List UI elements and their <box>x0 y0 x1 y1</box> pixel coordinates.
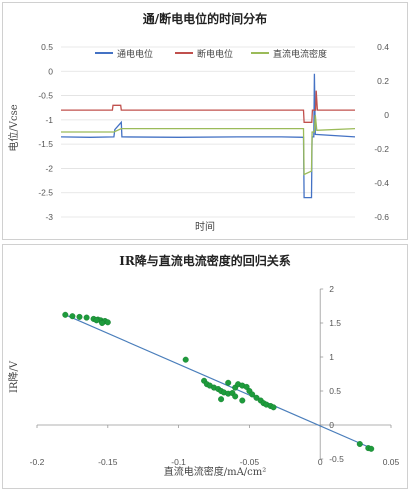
legend-label: 通电电位 <box>117 48 153 60</box>
potential-time-chart: 通/断电电位的时间分布 0.5 0 -0.5 -1 -1.5 -2 -2.5 -3 0.4 0.… <box>7 11 389 233</box>
series-line-1 <box>61 90 355 123</box>
y-tick-label: -0.5 <box>329 454 344 464</box>
y-tick-label: 0.5 <box>329 386 341 396</box>
y-tick-label: 2 <box>329 284 334 294</box>
y-tick-label: 1 <box>329 352 334 362</box>
y-tick-label: -1 <box>45 115 53 125</box>
x-axis-label: 时间 <box>195 220 215 233</box>
scatter-point <box>243 383 250 390</box>
y-tick-label: 1.5 <box>329 318 341 328</box>
series-line-0 <box>60 73 356 199</box>
x-tick-label: -0.05 <box>240 457 260 467</box>
scatter-point <box>76 313 83 320</box>
legend-label: 断电电位 <box>197 48 233 60</box>
y-tick-label: -0.5 <box>38 91 53 101</box>
y2-tick-label: 0 <box>384 110 389 120</box>
x-axis-label: 直流电流密度/mA/cm² <box>164 465 267 478</box>
scatter-point <box>93 317 100 324</box>
scatter-point <box>83 314 90 321</box>
y-tick-label: 0 <box>48 66 53 76</box>
y-axis-label: IR降/V <box>7 360 20 393</box>
y-tick-label: 0.5 <box>41 42 53 52</box>
scatter-point <box>225 379 232 386</box>
x-tick-label: 0.05 <box>383 457 400 467</box>
scatter-point <box>232 393 239 400</box>
x-tick-label: 0 <box>318 457 323 467</box>
y-tick-label: -3 <box>45 212 53 222</box>
regression-chart-panel: IR降与直流电流密度的回归关系 2 1.5 1 0.5 0 -0.5 -0.2 -0.15 -… <box>2 244 408 489</box>
series-line-2 <box>61 114 356 176</box>
scatter-point <box>104 319 111 326</box>
scatter-point <box>249 391 256 398</box>
scatter-point <box>69 313 76 320</box>
scatter-point <box>239 397 246 404</box>
scatter-point <box>182 356 189 363</box>
x-tick-label: -0.1 <box>171 457 186 467</box>
y-tick-label: -1.5 <box>38 139 53 149</box>
x-tick-label: -0.2 <box>30 457 45 467</box>
y2-tick-label: 0.4 <box>377 42 389 52</box>
y2-tick-label: -0.6 <box>374 212 389 222</box>
scatter-point <box>368 445 375 452</box>
y2-tick-label: -0.2 <box>374 144 389 154</box>
scatter-point <box>356 440 363 447</box>
scatter-point <box>253 394 260 401</box>
scatter-point <box>99 319 106 326</box>
y-tick-label: 0 <box>329 420 334 430</box>
x-tick-label: -0.15 <box>98 457 118 467</box>
y-tick-label: -2.5 <box>38 188 53 198</box>
scatter-point <box>62 311 69 318</box>
potential-time-chart-panel: 通/断电电位的时间分布 0.5 0 -0.5 -1 -1.5 -2 -2.5 -3 0.4 0.… <box>2 2 408 240</box>
y2-tick-label: 0.2 <box>377 76 389 86</box>
scatter-point <box>270 404 277 411</box>
legend-label: 直流电流密度 <box>273 48 327 60</box>
ir-drop-regression-chart: IR降与直流电流密度的回归关系 2 1.5 1 0.5 0 -0.5 -0.2 -0.15 -… <box>7 253 400 478</box>
regression-line <box>65 314 372 449</box>
scatter-point <box>218 396 225 403</box>
chart-title: IR降与直流电流密度的回归关系 <box>119 253 291 268</box>
y-axis-label: 电位/Vcse <box>7 104 20 151</box>
y2-tick-label: -0.4 <box>374 178 389 188</box>
y-tick-label: -2 <box>45 163 53 173</box>
chart-title: 通/断电电位的时间分布 <box>143 11 267 26</box>
